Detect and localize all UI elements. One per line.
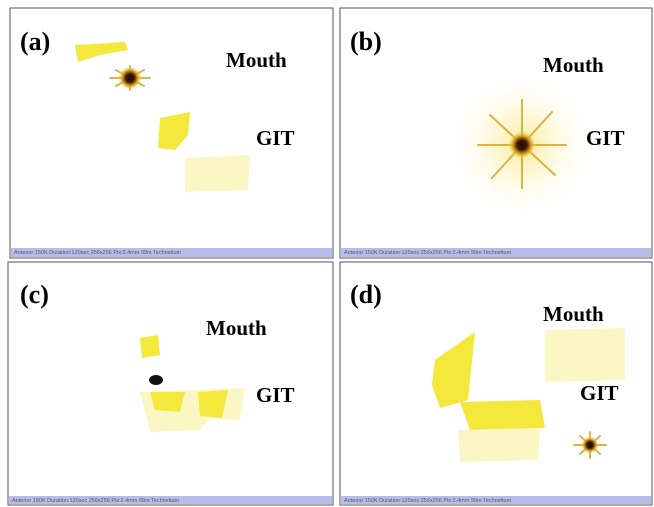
blob [140, 335, 160, 358]
panel-d: Anterior 150K Duration:120sec 256x256 Pi… [340, 262, 652, 505]
footer-text: Anterior 150K Duration:120sec 256x256 Pi… [344, 498, 512, 504]
blob [460, 400, 545, 430]
hot-spot [508, 131, 536, 159]
hot-spot [149, 375, 163, 385]
panel-c: Anterior 150K Duration:120sec 256x256 Pi… [8, 262, 333, 505]
footer-text: Anterior 150K Duration:120sec 256x256 Pi… [12, 498, 180, 504]
blob [545, 328, 625, 382]
footer-text: Anterior 150K Duration:120sec 256x256 Pi… [344, 250, 512, 256]
blob [458, 428, 540, 462]
git-label: GIT [256, 126, 295, 150]
panel-label: (c) [20, 280, 49, 309]
panel-a: Anterior 150K Duration:120sec 256x256 Pi… [10, 8, 333, 258]
git-label: GIT [256, 383, 295, 407]
hot-spot [581, 436, 599, 454]
hot-spot [118, 66, 142, 90]
mouth-label: Mouth [206, 316, 267, 340]
page: Anterior 150K Duration:120sec 256x256 Pi… [0, 0, 654, 507]
panel-label: (d) [350, 280, 382, 309]
panel-label: (b) [350, 27, 382, 56]
git-label: GIT [580, 381, 619, 405]
git-label: GIT [586, 126, 625, 150]
panel-label: (a) [20, 27, 50, 56]
footer-text: Anterior 150K Duration:120sec 256x256 Pi… [14, 250, 182, 256]
blob [185, 155, 250, 192]
figure: Anterior 150K Duration:120sec 256x256 Pi… [0, 0, 654, 507]
mouth-label: Mouth [226, 48, 287, 72]
panel-b: Anterior 150K Duration:120sec 256x256 Pi… [340, 8, 652, 258]
mouth-label: Mouth [543, 53, 604, 77]
mouth-label: Mouth [543, 302, 604, 326]
